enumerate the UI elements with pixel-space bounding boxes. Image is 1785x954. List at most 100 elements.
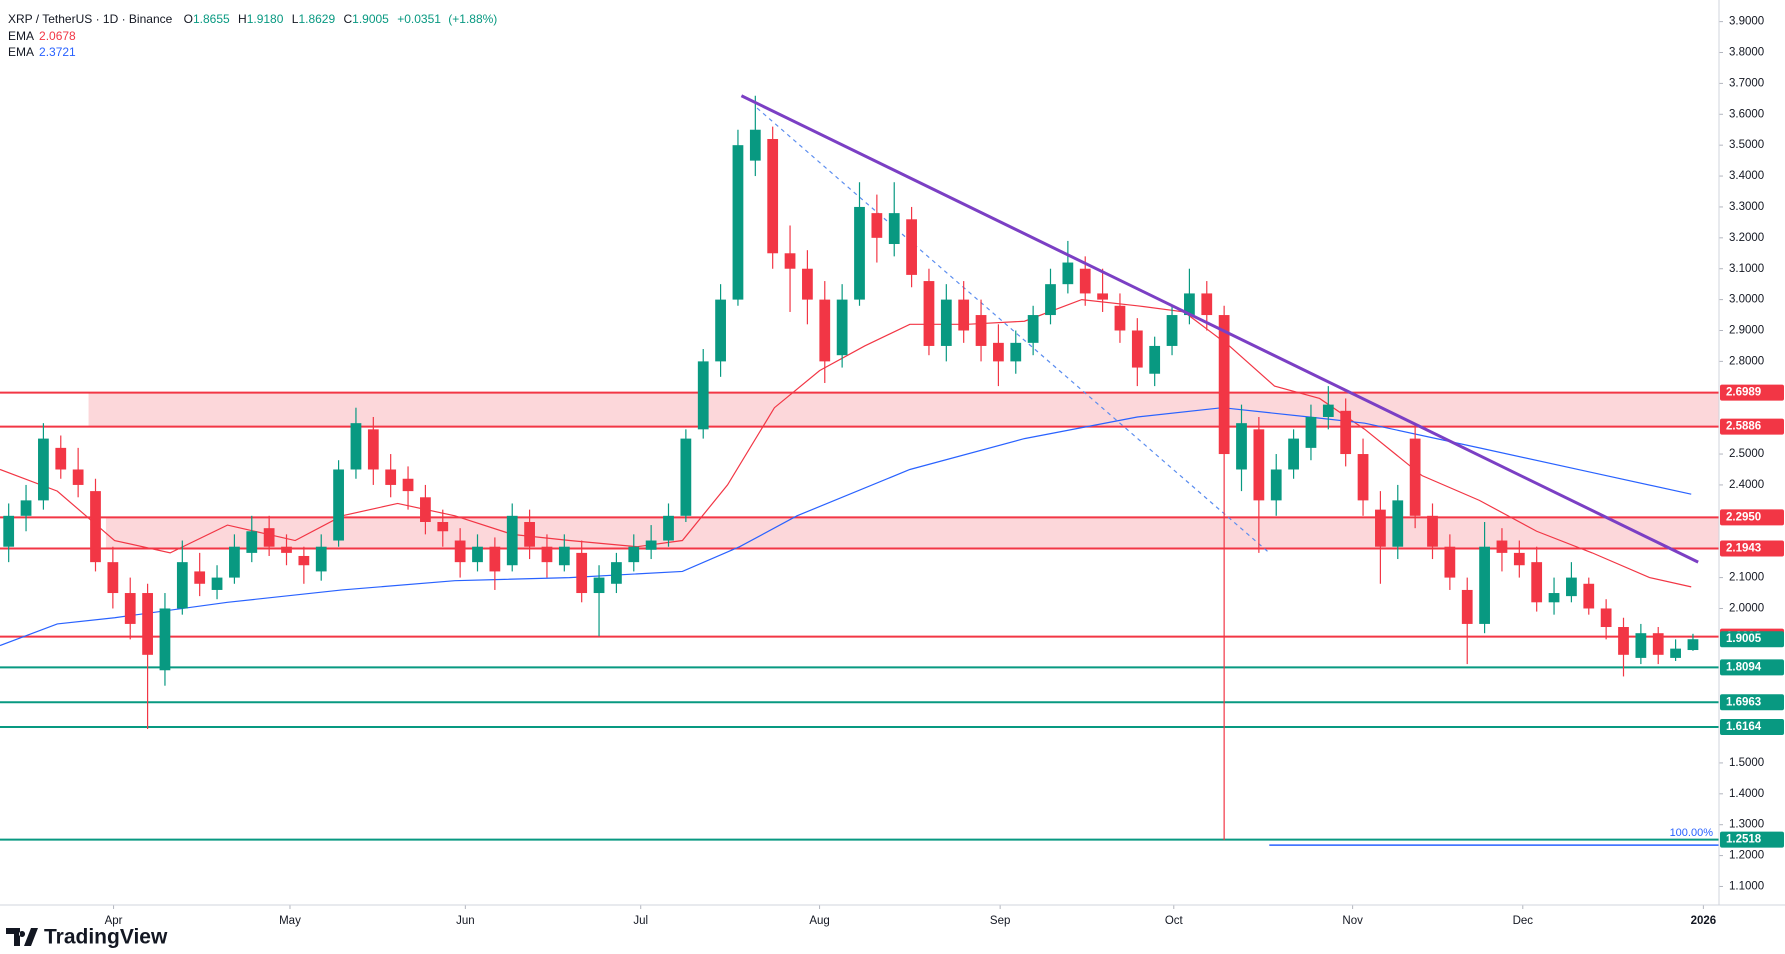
low: 1.8629 bbox=[298, 12, 335, 26]
x-tick-label: Oct bbox=[1165, 915, 1184, 927]
candle-body bbox=[1010, 342, 1022, 362]
y-tick-label: 1.5000 bbox=[1729, 757, 1764, 769]
level-label-bg bbox=[1720, 659, 1784, 676]
candle-body bbox=[1062, 262, 1074, 285]
ema-line bbox=[0, 298, 1692, 588]
candle-body bbox=[1166, 315, 1178, 346]
candle-body bbox=[263, 528, 275, 547]
candle-body bbox=[940, 299, 952, 346]
candle-body bbox=[350, 423, 362, 470]
candle-body bbox=[72, 469, 84, 485]
y-tick-label: 2.4000 bbox=[1729, 479, 1764, 491]
candle-body bbox=[1652, 633, 1664, 655]
candle-body bbox=[1322, 404, 1334, 417]
candle-body bbox=[1496, 540, 1508, 553]
x-tick-label: May bbox=[279, 915, 301, 927]
y-tick-label: 3.2000 bbox=[1729, 232, 1764, 244]
candle-body bbox=[506, 515, 518, 566]
y-tick-label: 3.3000 bbox=[1729, 201, 1764, 213]
candle-body bbox=[1583, 583, 1595, 609]
candle-body bbox=[975, 315, 987, 346]
candle-body bbox=[784, 253, 796, 269]
candle-body bbox=[1149, 345, 1161, 374]
candle-body bbox=[124, 593, 136, 624]
candle-body bbox=[55, 447, 67, 470]
trendline bbox=[740, 94, 1699, 564]
candle-body bbox=[38, 438, 49, 501]
y-tick-label: 2.5000 bbox=[1729, 448, 1764, 460]
candle-body bbox=[1618, 627, 1629, 655]
plot-area: 100.00% bbox=[0, 94, 1719, 846]
candle-body bbox=[1305, 416, 1317, 448]
candle-body bbox=[541, 546, 553, 563]
ema-value: 2.3721 bbox=[39, 45, 76, 59]
candle-body bbox=[437, 521, 449, 532]
candle-body bbox=[767, 138, 779, 254]
open: 1.8655 bbox=[193, 12, 230, 26]
candle-body bbox=[819, 299, 831, 362]
level-label: 1.2518 bbox=[1726, 834, 1762, 846]
candle-body bbox=[1548, 593, 1560, 603]
candle-body bbox=[333, 469, 344, 541]
candle-body bbox=[1270, 469, 1282, 501]
candle-body bbox=[107, 562, 119, 594]
candle-body bbox=[385, 469, 397, 485]
y-tick-label: 3.8000 bbox=[1729, 47, 1764, 59]
candle-body bbox=[1375, 509, 1386, 547]
candle-body bbox=[1461, 589, 1473, 624]
candle-body bbox=[3, 515, 15, 547]
candle-body bbox=[1600, 608, 1612, 628]
x-tick-label: Jun bbox=[456, 915, 475, 927]
candle-body bbox=[732, 145, 744, 300]
zone bbox=[88, 392, 1719, 427]
x-tick-label: Dec bbox=[1513, 915, 1534, 927]
candle-body bbox=[871, 213, 883, 238]
candle-body bbox=[420, 497, 431, 522]
candle-body bbox=[576, 552, 588, 594]
candle-body bbox=[159, 608, 171, 671]
level-label: 2.1943 bbox=[1726, 542, 1761, 554]
level-label-bg bbox=[1720, 418, 1784, 435]
candle-body bbox=[802, 268, 813, 300]
y-tick-label: 3.4000 bbox=[1729, 170, 1764, 182]
fib-label: 100.00% bbox=[1670, 827, 1714, 839]
ema-name: EMA bbox=[8, 45, 34, 59]
candle-body bbox=[906, 219, 917, 275]
x-tick-label: 2026 bbox=[1691, 915, 1717, 927]
x-tick-label: Apr bbox=[105, 915, 123, 927]
level-label: 1.8094 bbox=[1726, 661, 1762, 673]
candle-body bbox=[1184, 293, 1195, 316]
y-tick-label: 2.9000 bbox=[1729, 325, 1764, 337]
candle-body bbox=[715, 299, 726, 362]
x-tick-label: Sep bbox=[990, 915, 1010, 927]
y-tick-label: 3.0000 bbox=[1729, 294, 1764, 306]
candle-body bbox=[176, 562, 188, 609]
y-tick-label: 3.9000 bbox=[1729, 16, 1764, 28]
level-label: 2.5886 bbox=[1726, 421, 1761, 433]
candle-body bbox=[1097, 293, 1108, 300]
candle-body bbox=[958, 299, 970, 331]
candle-body bbox=[1392, 500, 1404, 547]
candle-body bbox=[836, 299, 848, 356]
candle-body bbox=[90, 491, 101, 563]
candle-body bbox=[1687, 639, 1699, 651]
candle-body bbox=[611, 562, 622, 584]
x-tick-label: Nov bbox=[1342, 915, 1363, 927]
price-label: 1.9005 bbox=[1726, 633, 1762, 645]
level-label-bg bbox=[1720, 540, 1784, 557]
candle-body bbox=[1340, 410, 1352, 455]
x-tick-label: Jul bbox=[633, 915, 648, 927]
candle-body bbox=[697, 361, 709, 430]
candle-body bbox=[1114, 305, 1126, 331]
ema-value: 2.0678 bbox=[39, 29, 76, 43]
x-tick-label: Aug bbox=[809, 915, 829, 927]
candle-body bbox=[1201, 293, 1213, 316]
candle-body bbox=[1670, 648, 1681, 658]
candle-body bbox=[1357, 454, 1369, 501]
candle-body bbox=[489, 546, 501, 572]
level-label: 1.6164 bbox=[1726, 721, 1762, 733]
y-tick-label: 1.4000 bbox=[1729, 788, 1764, 800]
candle-body bbox=[1218, 315, 1230, 455]
candle-body bbox=[315, 546, 327, 572]
candle-body bbox=[1566, 577, 1577, 597]
